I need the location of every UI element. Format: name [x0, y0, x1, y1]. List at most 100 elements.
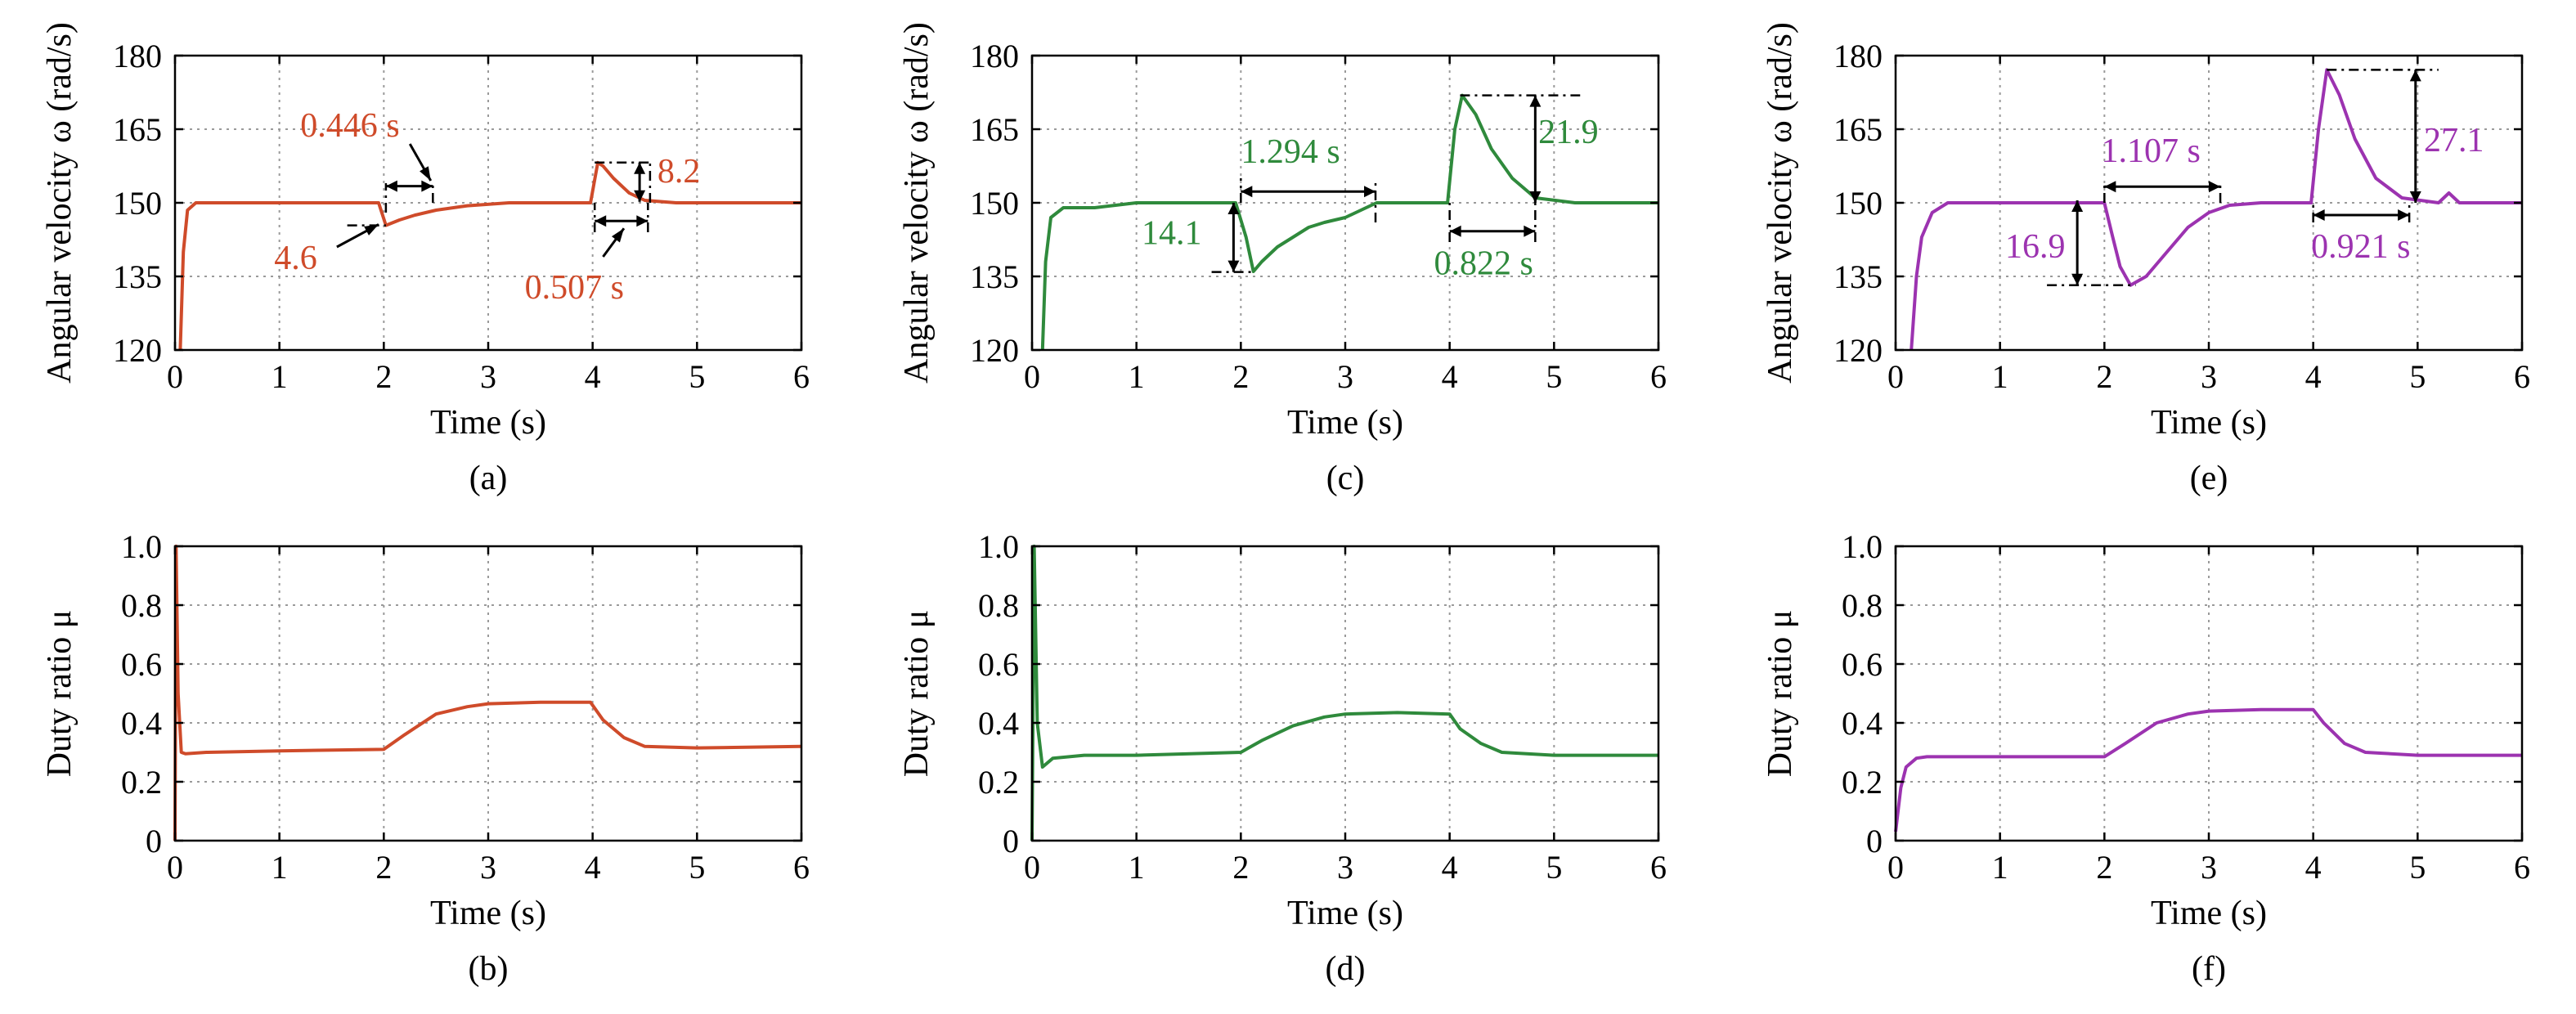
- y-axis-label: Angular velocity ω (rad/s): [41, 22, 79, 384]
- y-tick-label: 180: [113, 38, 162, 74]
- arrowhead: [1449, 225, 1461, 237]
- y-tick-label: 0.4: [978, 705, 1019, 742]
- x-tick-label: 1: [1129, 358, 1145, 395]
- arrowhead: [421, 180, 433, 192]
- arrowhead: [364, 224, 379, 236]
- y-tick-label: 165: [1833, 111, 1883, 148]
- x-tick-label: 3: [1337, 849, 1353, 886]
- arrowhead: [2409, 191, 2421, 203]
- panel-a: 0 1 2 3 4 5 6 120 135 150 165 180 Time (s) Angular ve…: [41, 22, 810, 497]
- panel-e: 0 1 2 3 4 5 6 120 135 150 165 180 Time (s) Angular ve…: [1761, 22, 2530, 497]
- y-tick-label: 150: [113, 185, 162, 222]
- arrowhead: [1227, 203, 1240, 214]
- x-axis-label: Time (s): [1287, 404, 1403, 442]
- y-tick-label: 1.0: [978, 528, 1019, 565]
- panel-caption: (f): [2192, 950, 2226, 988]
- x-tick-label: 4: [1442, 849, 1458, 886]
- annotation-label: 1.107 s: [2102, 132, 2201, 170]
- panel-caption: (a): [469, 460, 508, 497]
- arrowhead: [385, 180, 397, 192]
- x-tick-label: 6: [1650, 358, 1667, 395]
- x-tick-label: 2: [2096, 849, 2112, 886]
- annotation-label: 0.446 s: [300, 107, 399, 145]
- panel-caption: (c): [1326, 460, 1365, 497]
- x-axis-label: Time (s): [2151, 404, 2267, 442]
- x-tick-label: 6: [793, 358, 810, 395]
- series-line-b: [173, 545, 802, 841]
- arrowhead: [2071, 200, 2084, 212]
- x-tick-label: 0: [1024, 358, 1040, 395]
- y-tick-label: 0.8: [1842, 587, 1883, 624]
- annotation-label: 0.822 s: [1434, 245, 1533, 283]
- y-tick-label: 0.2: [1842, 764, 1883, 801]
- x-tick-label: 1: [272, 849, 288, 886]
- arrowhead: [2398, 209, 2410, 221]
- x-tick-label: 1: [1129, 849, 1145, 886]
- x-tick-label: 5: [1546, 358, 1562, 395]
- annotation-label: 21.9: [1538, 114, 1599, 151]
- x-tick-label: 0: [167, 358, 183, 395]
- x-tick-label: 6: [793, 849, 810, 886]
- arrowhead: [420, 166, 431, 181]
- y-tick-label: 1.0: [121, 528, 162, 565]
- x-tick-label: 2: [375, 358, 392, 395]
- y-axis-label: Duty ratio μ: [1761, 610, 1799, 777]
- y-tick-label: 0.6: [1842, 646, 1883, 683]
- x-tick-label: 4: [585, 358, 601, 395]
- panel-c: 0 1 2 3 4 5 6 120 135 150 165 180 Time (s) Angular ve…: [898, 22, 1667, 497]
- x-tick-label: 5: [689, 358, 705, 395]
- arrowhead: [2409, 70, 2421, 82]
- arrowhead: [611, 228, 624, 243]
- x-tick-label: 3: [2201, 358, 2217, 395]
- arrowhead: [636, 215, 648, 227]
- x-tick-label: 2: [1232, 358, 1249, 395]
- y-tick-label: 150: [970, 185, 1019, 222]
- x-tick-label: 5: [2409, 849, 2426, 886]
- x-tick-label: 4: [2305, 849, 2322, 886]
- arrowhead: [1524, 225, 1536, 237]
- panel-caption: (e): [2190, 460, 2228, 497]
- series-line-e: [1910, 68, 2522, 351]
- x-tick-label: 5: [1546, 849, 1562, 886]
- y-tick-label: 165: [970, 111, 1019, 148]
- x-tick-label: 3: [480, 849, 496, 886]
- y-tick-label: 0.8: [978, 587, 1019, 624]
- arrowhead: [1227, 260, 1240, 272]
- series-line-c: [1040, 93, 1658, 351]
- arrowhead: [1529, 95, 1542, 107]
- annotations-e: 1.107 s 16.9 27.1 0.921 s: [2005, 69, 2484, 287]
- y-tick-label: 0: [1866, 823, 1883, 859]
- panel-caption: (d): [1326, 950, 1366, 988]
- annotations-a: 0.446 s 4.6 8.2 0.507 s: [274, 107, 700, 307]
- y-tick-label: 0: [1003, 823, 1019, 859]
- y-tick-label: 0: [146, 823, 162, 859]
- y-tick-label: 120: [1833, 332, 1883, 369]
- panel-d: 0 1 2 3 4 5 6 0 0.2 0.4 0.6 0.8 1.0 Time (s) Duty rati…: [898, 528, 1667, 988]
- y-tick-label: 0.6: [121, 646, 162, 683]
- x-tick-label: 5: [2409, 358, 2426, 395]
- annotation-label: 8.2: [657, 153, 701, 191]
- y-tick-label: 0.8: [121, 587, 162, 624]
- series-line-a: [178, 160, 801, 351]
- x-tick-label: 6: [2514, 358, 2530, 395]
- y-tick-label: 0.2: [121, 764, 162, 801]
- panel-b: 0 1 2 3 4 5 6 0 0.2 0.4 0.6 0.8 1.0 Time (s) Duty rati…: [41, 528, 810, 988]
- annotation-label: 16.9: [2005, 228, 2066, 266]
- arrowhead: [1529, 191, 1542, 203]
- arrowhead: [2209, 181, 2221, 193]
- x-tick-label: 4: [585, 849, 601, 886]
- x-tick-label: 1: [1992, 358, 2008, 395]
- x-tick-label: 1: [1992, 849, 2008, 886]
- x-axis-label: Time (s): [430, 404, 546, 442]
- annotations-c: 1.294 s 14.1 21.9 0.822 s: [1142, 94, 1599, 283]
- x-tick-label: 3: [2201, 849, 2217, 886]
- x-tick-label: 4: [1442, 358, 1458, 395]
- x-axis-label: Time (s): [1287, 895, 1403, 932]
- arrowhead: [1241, 186, 1253, 198]
- annotation-label: 0.921 s: [2311, 228, 2410, 266]
- x-tick-label: 3: [1337, 358, 1353, 395]
- arrowhead: [2104, 181, 2116, 193]
- annotation-label: 1.294 s: [1241, 133, 1340, 171]
- x-axis-label: Time (s): [430, 895, 546, 932]
- y-tick-label: 0.2: [978, 764, 1019, 801]
